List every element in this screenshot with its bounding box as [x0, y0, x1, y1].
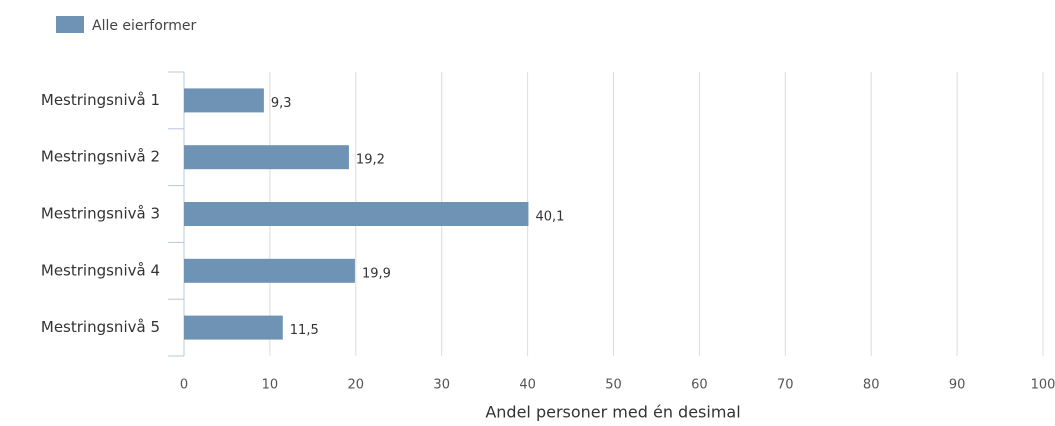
x-tick-label: 20: [348, 378, 365, 393]
x-tick-label: 60: [691, 378, 708, 393]
x-tick-label: 40: [519, 378, 536, 393]
x-axis-title: Andel personer med én desimal: [485, 403, 740, 422]
bar: [184, 88, 264, 113]
x-tick-label: 0: [180, 378, 188, 393]
x-tick-label: 80: [863, 378, 880, 393]
y-tick-label: Mestringsnivå 3: [41, 205, 160, 223]
bar: [184, 202, 529, 226]
data-label: 40,1: [535, 210, 564, 225]
y-tick-label: Mestringsnivå 1: [41, 91, 160, 109]
data-label: 19,2: [356, 153, 385, 168]
bar: [184, 145, 349, 170]
x-tick-label: 10: [262, 378, 279, 393]
y-tick-label: Mestringsnivå 2: [41, 148, 160, 166]
x-tick-label: 50: [605, 378, 622, 393]
y-tick-label: Mestringsnivå 5: [41, 318, 160, 336]
x-tick-label: 100: [1031, 378, 1055, 393]
legend-label: Alle eierformer: [92, 18, 197, 34]
x-tick-label: 70: [777, 378, 794, 393]
bar: [184, 258, 355, 283]
y-tick-label: Mestringsnivå 4: [41, 261, 160, 279]
bar: [184, 315, 283, 340]
legend-swatch: [56, 16, 84, 33]
x-tick-label: 90: [949, 378, 966, 393]
data-label: 19,9: [362, 266, 391, 281]
data-label: 9,3: [271, 96, 292, 111]
data-label: 11,5: [290, 323, 319, 338]
x-tick-label: 30: [433, 378, 450, 393]
